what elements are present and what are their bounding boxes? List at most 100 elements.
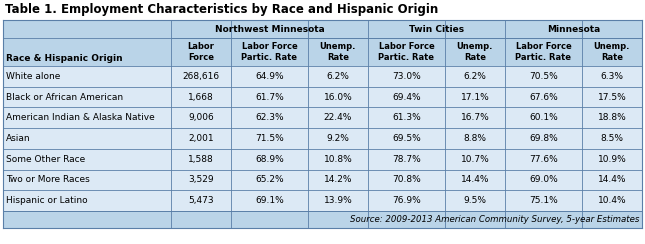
Bar: [368, 190, 445, 211]
Bar: [231, 87, 308, 107]
Text: Black or African American: Black or African American: [6, 92, 123, 102]
Bar: [505, 149, 582, 170]
Bar: [445, 128, 505, 149]
Bar: [505, 128, 582, 149]
Bar: [582, 128, 642, 149]
Text: Minnesota: Minnesota: [547, 24, 600, 33]
Text: 61.7%: 61.7%: [255, 92, 284, 102]
Text: 17.1%: 17.1%: [461, 92, 490, 102]
Text: Labor Force
Partic. Rate: Labor Force Partic. Rate: [515, 42, 571, 62]
Bar: [445, 87, 505, 107]
Bar: [308, 128, 368, 149]
Text: Labor Force
Partic. Rate: Labor Force Partic. Rate: [241, 42, 297, 62]
Bar: [368, 170, 445, 190]
Bar: [171, 170, 231, 190]
Text: 14.4%: 14.4%: [598, 175, 626, 184]
Bar: [368, 107, 445, 128]
Text: 77.6%: 77.6%: [529, 155, 558, 164]
Bar: [171, 66, 231, 87]
Text: 67.6%: 67.6%: [529, 92, 558, 102]
Bar: [308, 149, 368, 170]
Bar: [445, 38, 505, 66]
Text: 2,001: 2,001: [188, 134, 213, 143]
Bar: [171, 38, 231, 66]
Text: Labor Force
Partic. Rate: Labor Force Partic. Rate: [379, 42, 434, 62]
Bar: [582, 66, 642, 87]
Bar: [368, 87, 445, 107]
Text: 9.2%: 9.2%: [326, 134, 350, 143]
Text: 10.4%: 10.4%: [597, 196, 626, 205]
Bar: [231, 170, 308, 190]
Bar: [3, 211, 642, 228]
Bar: [582, 170, 642, 190]
Text: 1,668: 1,668: [188, 92, 213, 102]
Text: White alone: White alone: [6, 72, 61, 81]
Bar: [308, 170, 368, 190]
Text: 10.7%: 10.7%: [461, 155, 490, 164]
Text: Unemp.
Rate: Unemp. Rate: [457, 42, 493, 62]
Bar: [505, 66, 582, 87]
Text: 75.1%: 75.1%: [529, 196, 558, 205]
Text: 9,006: 9,006: [188, 113, 213, 122]
Bar: [3, 128, 171, 149]
Text: 69.5%: 69.5%: [392, 134, 421, 143]
Text: 78.7%: 78.7%: [392, 155, 421, 164]
Bar: [445, 190, 505, 211]
Bar: [445, 170, 505, 190]
Text: 16.7%: 16.7%: [461, 113, 490, 122]
Bar: [368, 20, 505, 38]
Text: 68.9%: 68.9%: [255, 155, 284, 164]
Bar: [582, 149, 642, 170]
Bar: [231, 38, 308, 66]
Text: 60.1%: 60.1%: [529, 113, 558, 122]
Text: Two or More Races: Two or More Races: [6, 175, 90, 184]
Bar: [231, 190, 308, 211]
Text: 8.8%: 8.8%: [463, 134, 486, 143]
Text: Twin Cities: Twin Cities: [409, 24, 464, 33]
Bar: [231, 128, 308, 149]
Bar: [231, 107, 308, 128]
Bar: [308, 87, 368, 107]
Text: Labor
Force: Labor Force: [188, 42, 214, 62]
Text: 6.2%: 6.2%: [326, 72, 350, 81]
Text: 8.5%: 8.5%: [600, 134, 623, 143]
Text: 16.0%: 16.0%: [324, 92, 352, 102]
Text: 13.9%: 13.9%: [324, 196, 352, 205]
Text: Northwest Minnesota: Northwest Minnesota: [215, 24, 324, 33]
Text: 70.5%: 70.5%: [529, 72, 558, 81]
Bar: [3, 149, 171, 170]
Bar: [171, 190, 231, 211]
Text: 69.0%: 69.0%: [529, 175, 558, 184]
Bar: [368, 38, 445, 66]
Bar: [171, 149, 231, 170]
Text: 6.3%: 6.3%: [600, 72, 623, 81]
Text: 76.9%: 76.9%: [392, 196, 421, 205]
Bar: [3, 66, 171, 87]
Text: 1,588: 1,588: [188, 155, 213, 164]
Bar: [582, 87, 642, 107]
Bar: [582, 107, 642, 128]
Text: Source: 2009-2013 American Community Survey, 5-year Estimates: Source: 2009-2013 American Community Sur…: [350, 215, 639, 224]
Bar: [171, 87, 231, 107]
Bar: [505, 170, 582, 190]
Bar: [582, 190, 642, 211]
Text: American Indian & Alaska Native: American Indian & Alaska Native: [6, 113, 155, 122]
Text: Table 1. Employment Characteristics by Race and Hispanic Origin: Table 1. Employment Characteristics by R…: [5, 3, 438, 17]
Text: 18.8%: 18.8%: [597, 113, 626, 122]
Bar: [171, 20, 368, 38]
Text: 268,616: 268,616: [183, 72, 219, 81]
Bar: [505, 107, 582, 128]
Text: Some Other Race: Some Other Race: [6, 155, 85, 164]
Bar: [308, 38, 368, 66]
Bar: [368, 66, 445, 87]
Text: 14.4%: 14.4%: [461, 175, 489, 184]
Text: 64.9%: 64.9%: [255, 72, 284, 81]
Text: 69.1%: 69.1%: [255, 196, 284, 205]
Text: Asian: Asian: [6, 134, 30, 143]
Text: 6.2%: 6.2%: [464, 72, 486, 81]
Text: 5,473: 5,473: [188, 196, 213, 205]
Text: Hispanic or Latino: Hispanic or Latino: [6, 196, 88, 205]
Bar: [505, 20, 642, 38]
Bar: [171, 128, 231, 149]
Text: Unemp.
Rate: Unemp. Rate: [320, 42, 356, 62]
